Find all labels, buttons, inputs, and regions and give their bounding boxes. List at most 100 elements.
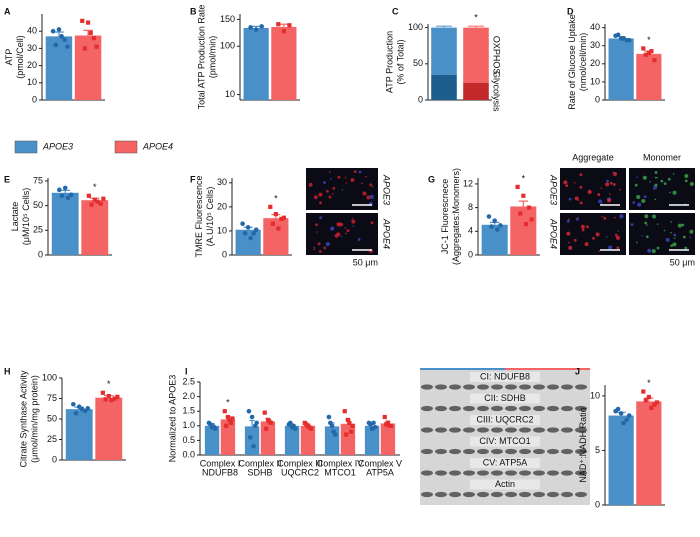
panel-letter: A	[4, 6, 11, 16]
bar	[364, 425, 380, 455]
data-point	[268, 204, 273, 209]
y-axis-units: (% of Total)	[396, 39, 406, 84]
data-point	[523, 222, 529, 227]
data-point	[489, 224, 494, 229]
data-point	[291, 423, 296, 429]
data-point	[529, 217, 534, 222]
blot-band	[421, 470, 433, 476]
y-tick-label: 40	[590, 22, 600, 32]
micrograph-spot	[641, 235, 643, 237]
data-point	[621, 420, 626, 426]
micrograph-spot	[566, 231, 571, 236]
blot-band	[561, 384, 573, 390]
bar	[481, 224, 508, 255]
data-point	[248, 25, 253, 30]
micrograph-spot	[361, 182, 363, 185]
micrograph-spot	[681, 223, 685, 227]
blot-band	[491, 405, 503, 412]
scale-label: 50 μm	[353, 257, 378, 267]
legend-label: APOE3	[42, 141, 73, 151]
y-tick-label: 50	[413, 58, 423, 68]
blot-band	[547, 470, 559, 476]
micrograph-spot	[608, 245, 613, 250]
micrograph-spot	[566, 219, 570, 223]
micrograph-spot	[601, 215, 604, 218]
data-point	[649, 405, 654, 411]
y-tick-label: 10	[225, 89, 235, 99]
y-tick-label: 75	[33, 175, 43, 185]
blot-band	[491, 427, 503, 433]
bar	[95, 397, 123, 460]
micrograph-spot	[654, 183, 658, 187]
data-point	[626, 413, 632, 418]
data-point	[251, 231, 256, 236]
data-point	[347, 420, 352, 425]
data-point	[654, 400, 660, 405]
micrograph-spot	[654, 171, 658, 174]
x-tick-label: Complex II	[238, 458, 281, 468]
micrograph-spot	[362, 191, 367, 196]
micrograph-spot	[667, 177, 671, 181]
micrograph-spot	[684, 246, 688, 250]
data-point	[326, 414, 332, 420]
data-point	[224, 423, 229, 428]
y-tick-label: 8	[468, 202, 473, 212]
data-point	[281, 215, 287, 220]
y-tick-label: 0	[595, 499, 600, 509]
blot-band	[449, 470, 461, 476]
data-point	[652, 402, 657, 407]
data-point	[222, 409, 227, 414]
data-point	[492, 218, 497, 223]
bar	[235, 229, 261, 255]
micrograph-spot	[682, 235, 686, 239]
data-point	[228, 420, 234, 425]
significance-mark: *	[274, 193, 278, 203]
data-point	[515, 184, 520, 189]
blot-band	[519, 470, 531, 476]
blot-band	[533, 491, 545, 498]
data-point	[372, 424, 378, 430]
y-tick-label: 150	[220, 14, 235, 24]
micrograph-spot	[637, 202, 642, 207]
segment-label: Glycolysis	[491, 71, 501, 112]
x-tick-sublabel: ATP5A	[366, 467, 394, 477]
micrograph-spot	[338, 222, 343, 227]
y-tick-label: 0	[595, 94, 600, 104]
micrograph-spot	[358, 170, 362, 174]
data-point	[103, 397, 108, 402]
blot-band	[477, 427, 489, 433]
y-axis-title: TMRE Fluorescence	[194, 175, 204, 257]
data-point	[106, 393, 111, 399]
y-tick-label: 12	[463, 178, 473, 188]
y-tick-label: 30	[590, 40, 600, 50]
micrograph-spot	[325, 189, 329, 193]
data-point	[615, 32, 621, 38]
data-point	[641, 389, 646, 394]
significance-mark: *	[226, 398, 230, 408]
y-axis-units: (μmol/min/mg protein)	[30, 375, 40, 463]
micrograph-spot	[684, 174, 689, 179]
blot-band	[519, 491, 531, 498]
image-label: APOE4	[382, 218, 392, 249]
blot-band	[477, 405, 489, 412]
bar-segment	[463, 27, 489, 83]
y-tick-label: 10	[590, 390, 600, 400]
data-point	[246, 408, 252, 414]
y-axis-units: (A.U/10⁵ Cells)	[205, 187, 215, 247]
data-point	[384, 422, 389, 427]
data-point	[80, 18, 85, 23]
micrograph-spot	[663, 229, 666, 232]
blot-band	[505, 491, 517, 498]
micrograph-spot	[574, 196, 579, 201]
micrograph-spot	[619, 188, 621, 191]
data-point	[273, 211, 278, 217]
micrograph-spot	[568, 218, 570, 221]
micrograph-spot	[328, 171, 331, 173]
bar	[608, 415, 634, 505]
data-point	[342, 409, 347, 414]
blot-band	[561, 448, 573, 455]
y-tick-label: 30	[27, 43, 37, 53]
micrograph-spot	[656, 246, 660, 250]
micrograph-spot	[612, 183, 616, 186]
image-header: Aggregate	[572, 152, 614, 162]
